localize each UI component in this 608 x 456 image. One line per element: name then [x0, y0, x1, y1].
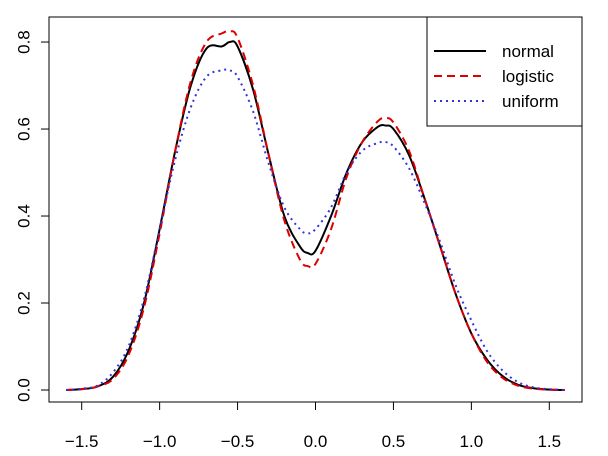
- x-tick-label: −1.5: [65, 432, 99, 451]
- y-tick-label: 0.2: [14, 291, 33, 315]
- y-tick-label: 0.8: [14, 30, 33, 54]
- series-layer: [66, 29, 565, 391]
- x-tick-label: −1.0: [143, 432, 177, 451]
- legend-label-normal: normal: [502, 42, 554, 61]
- x-tick-label: 0.5: [382, 432, 406, 451]
- y-tick-label: 0.4: [14, 204, 33, 228]
- legend: normal logistic uniform: [426, 16, 583, 127]
- legend-label-logistic: logistic: [502, 67, 554, 86]
- x-tick-label: 1.5: [537, 432, 561, 451]
- y-tick-label: 0.6: [14, 117, 33, 141]
- series-line-logistic: [66, 29, 565, 391]
- x-axis: −1.5 −1.0 −0.5 0.0 0.5 1.0 1.5: [65, 401, 561, 451]
- x-tick-label: 1.0: [460, 432, 484, 451]
- x-tick-label: −0.5: [221, 432, 255, 451]
- y-axis: 0.0 0.2 0.4 0.6 0.8: [14, 30, 50, 402]
- y-tick-label: 0.0: [14, 378, 33, 402]
- x-tick-label: 0.0: [304, 432, 328, 451]
- legend-label-uniform: uniform: [502, 92, 559, 111]
- series-line-uniform: [66, 68, 565, 391]
- legend-box: [426, 16, 583, 127]
